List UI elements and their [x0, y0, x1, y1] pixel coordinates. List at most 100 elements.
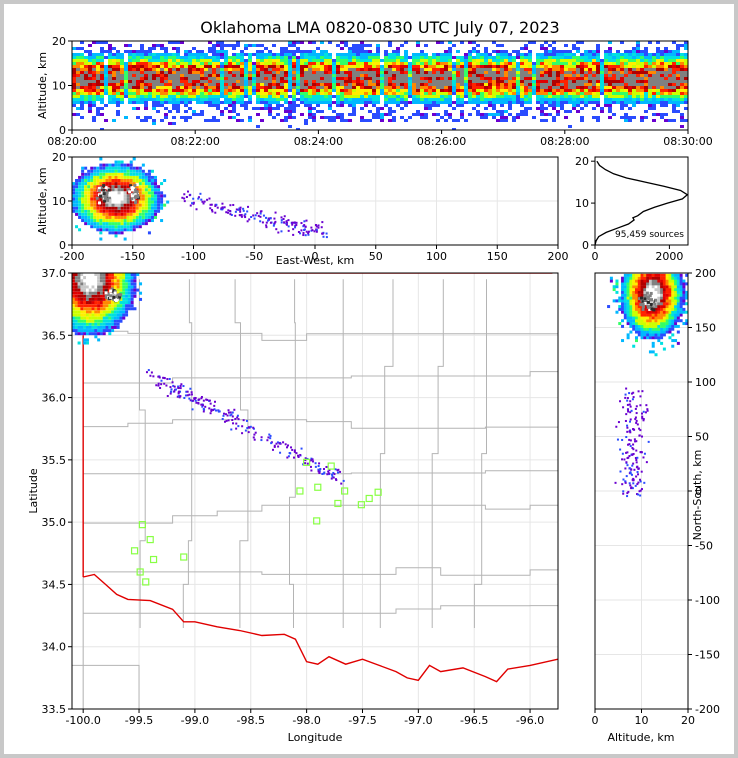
- source-cell: [196, 71, 200, 74]
- source-cell: [640, 77, 644, 80]
- source-cell: [316, 104, 320, 107]
- source-cell: [108, 172, 112, 176]
- source-cell: [80, 107, 84, 110]
- source-cell: [623, 288, 627, 292]
- source-cell: [352, 77, 356, 80]
- source-cell: [116, 288, 120, 292]
- source-dot: [201, 200, 204, 203]
- source-cell: [188, 101, 192, 104]
- source-cell: [240, 101, 244, 104]
- source-cell: [520, 62, 524, 65]
- source-cell: [244, 80, 248, 83]
- source-cell: [504, 98, 508, 101]
- source-cell: [268, 104, 272, 107]
- source-cell: [147, 194, 151, 198]
- source-cell: [532, 65, 536, 68]
- source-cell: [668, 95, 672, 98]
- source-cell: [216, 107, 220, 110]
- source-cell: [260, 86, 264, 89]
- source-cell: [77, 325, 81, 329]
- source-cell: [660, 77, 664, 80]
- source-cell: [168, 110, 172, 113]
- source-cell: [77, 329, 81, 333]
- source-cell: [596, 89, 600, 92]
- source-cell: [540, 89, 544, 92]
- source-cell: [111, 212, 115, 216]
- source-cell: [276, 53, 280, 56]
- source-cell: [292, 116, 296, 119]
- source-cell: [97, 282, 101, 286]
- source-cell: [148, 59, 152, 62]
- source-cell: [504, 101, 508, 104]
- source-cell: [232, 98, 236, 101]
- source-cell: [208, 41, 212, 44]
- source-cell: [300, 80, 304, 83]
- source-cell: [456, 56, 460, 59]
- source-cell: [144, 172, 148, 176]
- source-cell: [138, 169, 142, 173]
- source-cell: [360, 119, 364, 122]
- source-cell: [612, 56, 616, 59]
- source-cell: [108, 203, 112, 207]
- source-cell: [224, 107, 228, 110]
- source-cell: [372, 104, 376, 107]
- source-cell: [680, 59, 684, 62]
- source-cell: [168, 101, 172, 104]
- source-cell: [608, 104, 612, 107]
- source-dot: [191, 202, 194, 205]
- source-cell: [528, 80, 532, 83]
- source-cell: [129, 212, 133, 216]
- source-cell: [308, 62, 312, 65]
- source-cell: [204, 74, 208, 77]
- source-cell: [129, 219, 133, 223]
- source-cell: [272, 65, 276, 68]
- source-cell: [348, 47, 352, 50]
- source-cell: [432, 77, 436, 80]
- source-cell: [664, 47, 668, 50]
- source-cell: [74, 297, 78, 301]
- source-cell: [88, 310, 92, 314]
- source-cell: [684, 89, 688, 92]
- source-cell: [364, 71, 368, 74]
- source-cell: [652, 101, 656, 104]
- source-cell: [516, 101, 520, 104]
- source-cell: [340, 65, 344, 68]
- source-cell: [316, 62, 320, 65]
- source-cell: [96, 92, 100, 95]
- source-cell: [85, 341, 89, 345]
- source-cell: [92, 83, 96, 86]
- source-cell: [72, 182, 75, 186]
- source-dot: [172, 384, 175, 387]
- source-cell: [184, 116, 188, 119]
- source-cell: [600, 86, 604, 89]
- source-cell: [468, 89, 472, 92]
- source-cell: [196, 68, 200, 71]
- source-cell: [632, 98, 636, 101]
- source-cell: [464, 71, 468, 74]
- source-cell: [364, 101, 368, 104]
- source-cell: [244, 95, 248, 98]
- source-cell: [660, 116, 664, 119]
- source-cell: [320, 65, 324, 68]
- source-cell: [248, 86, 252, 89]
- source-cell: [332, 65, 336, 68]
- source-cell: [392, 116, 396, 119]
- source-cell: [452, 107, 456, 110]
- source-cell: [76, 71, 80, 74]
- source-cell: [212, 56, 216, 59]
- source-cell: [122, 273, 126, 276]
- source-cell: [120, 179, 124, 182]
- source-cell: [524, 77, 528, 80]
- source-cell: [672, 59, 676, 62]
- source-cell: [564, 86, 568, 89]
- source-cell: [652, 113, 656, 116]
- source-cell: [136, 83, 140, 86]
- source-cell: [468, 68, 472, 71]
- source-cell: [124, 95, 128, 98]
- source-cell: [544, 98, 548, 101]
- source-cell: [684, 41, 688, 44]
- source-cell: [528, 53, 532, 56]
- source-cell: [556, 92, 560, 95]
- source-cell: [548, 98, 552, 101]
- source-dot: [286, 446, 289, 449]
